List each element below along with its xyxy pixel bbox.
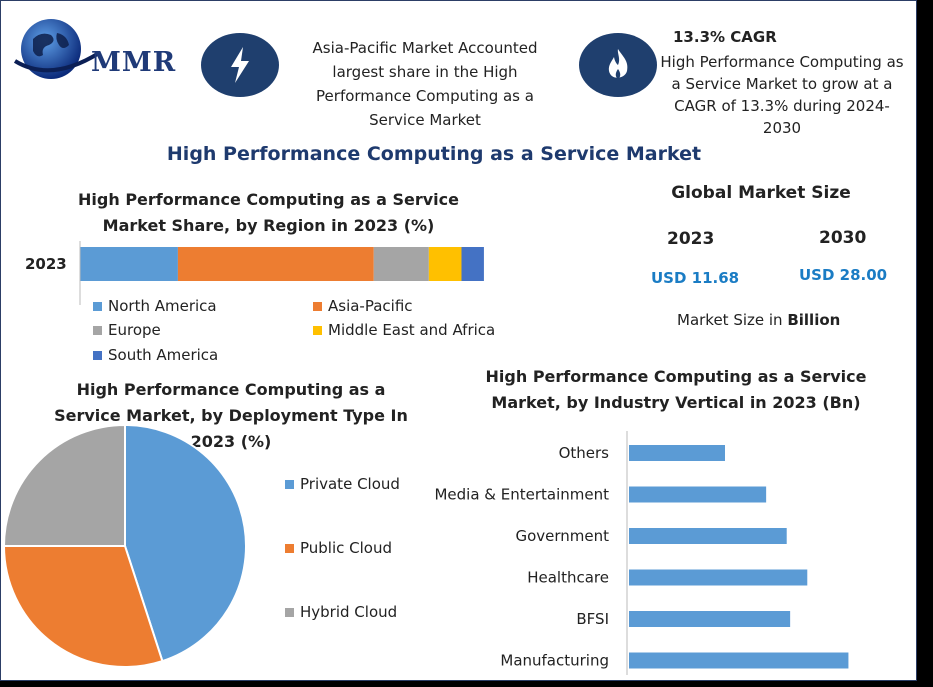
industry-label-others: Others <box>559 444 610 462</box>
region-segment-north-america <box>80 247 178 281</box>
legend-north-america: North America <box>93 297 217 315</box>
global-value-2023: USD 11.68 <box>651 269 740 287</box>
infographic-frame: MMR Asia-Pacific Market Accounted larges… <box>0 0 917 681</box>
globe-icon <box>13 19 101 79</box>
global-year-2030: 2030 <box>819 228 867 248</box>
cagr-heading: 13.3% CAGR <box>673 28 777 46</box>
pie-slice-private-cloud <box>124 426 247 663</box>
industry-bar-others <box>629 445 725 461</box>
global-market-title: Global Market Size <box>671 183 851 203</box>
pie-slice-hybrid-cloud <box>2 426 126 547</box>
legend-hybrid-cloud: Hybrid Cloud <box>285 603 425 621</box>
industry-label-government: Government <box>515 527 609 545</box>
region-segment-middle-east-and-africa <box>428 247 462 281</box>
pie-slice-public-cloud <box>2 545 164 668</box>
industry-label-healthcare: Healthcare <box>527 569 609 587</box>
global-value-2030: USD 28.00 <box>799 266 888 284</box>
industry-label-media-entertainment: Media & Entertainment <box>434 486 609 504</box>
industry-bar-government <box>629 528 787 544</box>
info-region-text: Asia-Pacific Market Accounted largest sh… <box>312 39 538 129</box>
legend-private-cloud: Private Cloud <box>285 475 425 493</box>
main-title: High Performance Computing as a Service … <box>166 143 702 165</box>
mmr-logo: MMR <box>9 13 189 85</box>
industry-label-bfsi: BFSI <box>576 610 609 628</box>
legend-middle-east-africa: Middle East and Africa <box>313 321 533 339</box>
market-size-unit: Market Size in Billion <box>677 311 841 329</box>
region-segment-south-america <box>461 247 484 281</box>
region-segment-asia-pacific <box>177 247 374 281</box>
region-segment-europe <box>373 247 429 281</box>
region-year-label: 2023 <box>25 255 67 273</box>
region-stacked-bar-chart <box>79 241 484 305</box>
flame-icon <box>579 33 657 97</box>
global-year-2023: 2023 <box>667 229 715 249</box>
industry-bar-bfsi <box>629 611 791 627</box>
industry-label-manufacturing: Manufacturing <box>500 652 609 670</box>
logo-text: MMR <box>91 47 177 78</box>
industry-bar-chart: Others Media & Entertainment Government Hea… <box>434 431 849 675</box>
region-chart-title: High Performance Computing as a Service … <box>78 190 459 235</box>
legend-south-america: South America <box>93 346 218 364</box>
legend-public-cloud: Public Cloud <box>285 539 425 557</box>
legend-europe: Europe <box>93 321 161 339</box>
deployment-pie-chart <box>2 426 247 668</box>
industry-bar-healthcare <box>629 569 808 586</box>
legend-asia-pacific: Asia-Pacific <box>313 297 533 315</box>
industry-bar-media-entertainment <box>629 486 767 503</box>
industry-chart-title: High Performance Computing as a Service … <box>485 367 867 412</box>
industry-bar-manufacturing <box>629 652 849 669</box>
lightning-icon <box>201 33 279 97</box>
deployment-chart-title: High Performance Computing as a Service … <box>54 380 408 451</box>
cagr-text: High Performance Computing as a Service … <box>660 53 904 137</box>
